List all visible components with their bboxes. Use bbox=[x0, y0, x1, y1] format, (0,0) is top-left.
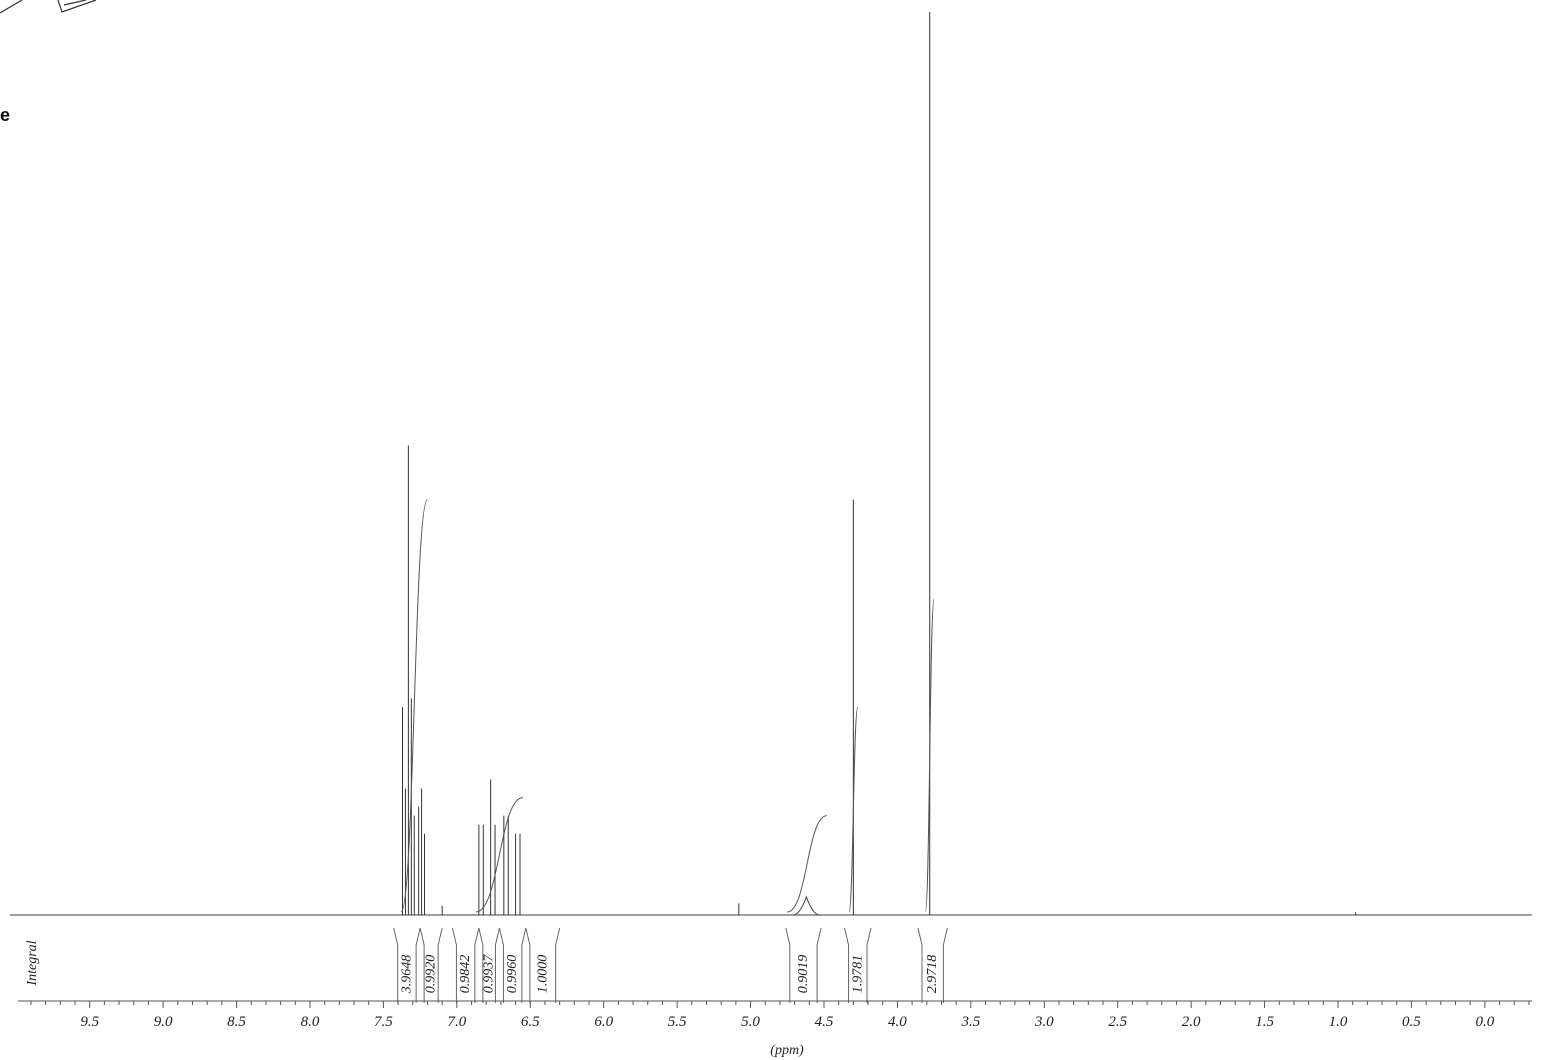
integral-bracket: 2.9718 bbox=[917, 927, 948, 1003]
integral-curve bbox=[400, 499, 428, 913]
x-tick-label: 7.0 bbox=[447, 1014, 466, 1030]
integral-curve bbox=[787, 815, 828, 913]
x-tick-label: 1.5 bbox=[1255, 1014, 1274, 1030]
x-tick-label: 2.0 bbox=[1182, 1014, 1201, 1030]
integral-value: 1.9781 bbox=[850, 955, 865, 994]
integral-bracket: 1.9781 bbox=[844, 927, 872, 1003]
integral-curve bbox=[475, 797, 524, 913]
integral-axis-label: Integral bbox=[25, 940, 40, 986]
integral-value: 1.0000 bbox=[535, 955, 550, 994]
x-tick-label: 6.5 bbox=[521, 1014, 540, 1030]
integral-bracket: 3.9648 bbox=[393, 927, 421, 1003]
broad-peak bbox=[793, 895, 820, 916]
structure-fragment bbox=[0, 0, 97, 14]
integral-value: 0.9960 bbox=[505, 955, 520, 994]
x-tick-label: 3.5 bbox=[960, 1014, 980, 1030]
compound-label: e bbox=[0, 105, 10, 125]
x-tick-label: 4.5 bbox=[815, 1014, 834, 1030]
integral-value: 0.9842 bbox=[458, 955, 473, 994]
x-tick-label: 8.5 bbox=[227, 1014, 246, 1030]
x-tick-label: 9.0 bbox=[154, 1014, 173, 1030]
x-axis-title: (ppm) bbox=[770, 1043, 804, 1058]
integral-annotations: 3.9648 0.9920 0.9842 0.9937 0.9960 1.0000 0.90… bbox=[393, 927, 948, 1003]
integral-value: 0.9920 bbox=[424, 955, 439, 994]
x-tick-label: 5.0 bbox=[741, 1014, 760, 1030]
x-tick-label: 5.5 bbox=[668, 1014, 687, 1030]
x-tick-label: 9.5 bbox=[80, 1014, 99, 1030]
x-tick-label: 7.5 bbox=[374, 1014, 393, 1030]
integral-bracket: 0.9960 bbox=[498, 927, 527, 1003]
spectrum-peaks bbox=[402, 12, 1357, 916]
integral-value: 3.9648 bbox=[399, 955, 414, 995]
integral-curve bbox=[848, 706, 859, 913]
integral-curves bbox=[400, 499, 935, 913]
x-tick-label: 3.0 bbox=[1034, 1014, 1054, 1030]
integral-value: 2.9718 bbox=[925, 955, 940, 994]
integral-bracket: 1.0000 bbox=[525, 927, 561, 1003]
integral-curve bbox=[924, 598, 935, 913]
x-tick-label: 4.0 bbox=[888, 1014, 907, 1030]
x-tick-label: 2.5 bbox=[1108, 1014, 1127, 1030]
integral-value: 0.9937 bbox=[482, 954, 497, 994]
x-axis-ticks: 9.5 9.0 8.5 8.0 7.5 7.0 6.5 6.0 5.5 5.0 4.5 4.0 3.5 3… bbox=[30, 1001, 1530, 1030]
x-tick-label: 0.0 bbox=[1475, 1014, 1494, 1030]
x-tick-label: 6.0 bbox=[594, 1014, 613, 1030]
x-tick-label: 8.0 bbox=[301, 1014, 320, 1030]
x-tick-label: 0.5 bbox=[1402, 1014, 1421, 1030]
integral-bracket: 0.9019 bbox=[785, 927, 822, 1003]
integral-bracket: 0.9842 bbox=[451, 927, 480, 1003]
integral-bracket: 0.9920 bbox=[419, 927, 443, 1003]
integral-bracket: 0.9937 bbox=[478, 927, 500, 1003]
x-tick-label: 1.0 bbox=[1329, 1014, 1348, 1030]
integral-value: 0.9019 bbox=[796, 955, 811, 994]
